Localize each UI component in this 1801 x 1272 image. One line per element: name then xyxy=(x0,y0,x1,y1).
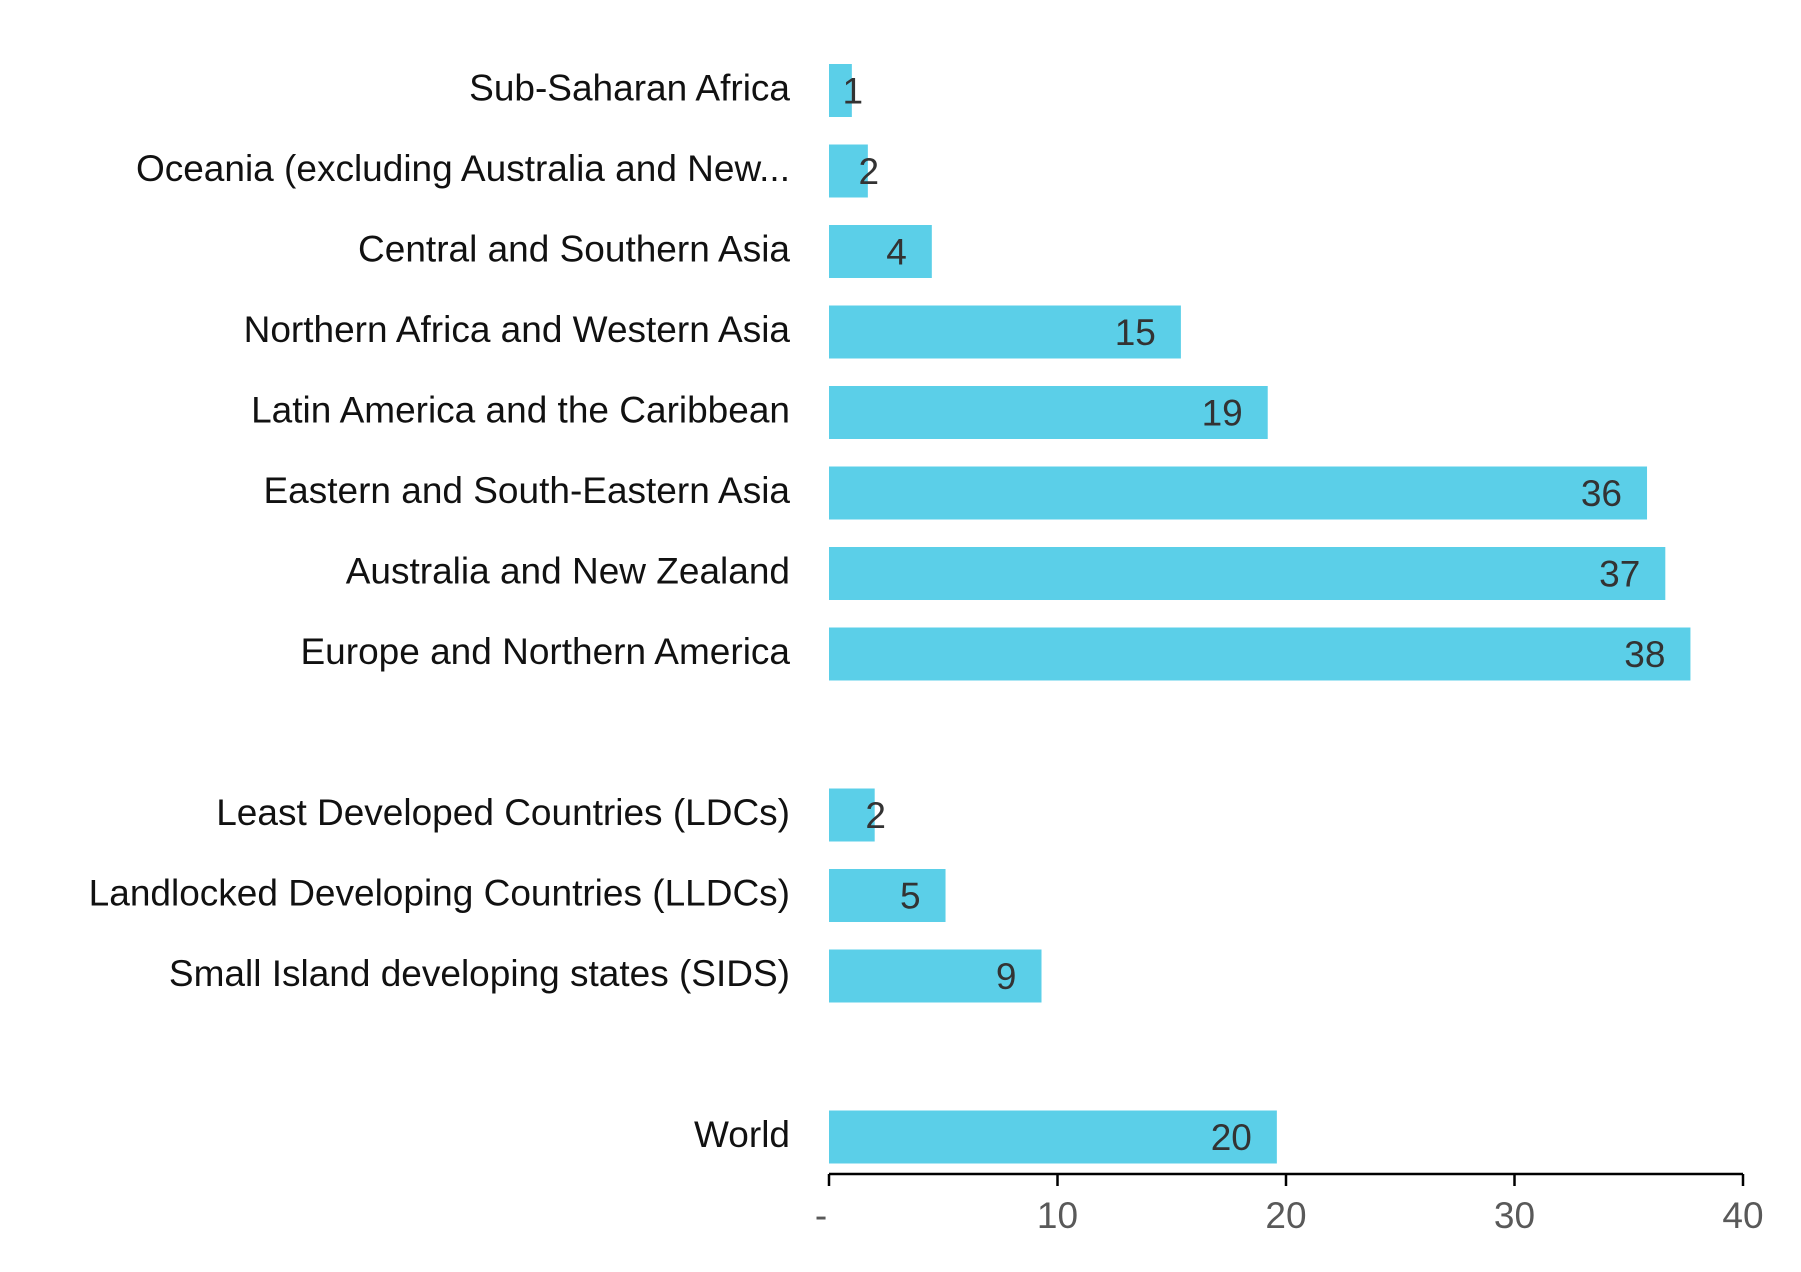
data-label: 15 xyxy=(1115,312,1156,353)
bar xyxy=(829,466,1648,520)
category-label: Eastern and South-Eastern Asia xyxy=(263,470,790,511)
bar xyxy=(829,1110,1277,1164)
bar xyxy=(829,225,932,278)
bar xyxy=(829,386,1268,439)
category-label: Latin America and the Caribbean xyxy=(251,389,790,430)
bar xyxy=(829,305,1181,359)
data-label: 5 xyxy=(900,875,921,916)
bar xyxy=(829,144,868,198)
data-label: 37 xyxy=(1599,553,1640,594)
x-tick-label: 10 xyxy=(1037,1195,1078,1236)
data-label: 9 xyxy=(996,956,1017,997)
category-label: Northern Africa and Western Asia xyxy=(244,309,791,350)
category-label: Oceania (excluding Australia and New... xyxy=(136,148,790,189)
category-label: Australia and New Zealand xyxy=(346,550,790,591)
labels-layer: Sub-Saharan Africa 1 Oceania (excluding Au… xyxy=(89,67,1666,1158)
x-tick-label: - xyxy=(815,1195,827,1236)
category-label: World xyxy=(694,1114,790,1155)
bar xyxy=(829,547,1666,600)
bar xyxy=(829,64,852,117)
x-axis: - 10 20 30 40 xyxy=(815,1172,1764,1236)
x-tick-label: 40 xyxy=(1722,1195,1763,1236)
category-label: Europe and Northern America xyxy=(301,631,791,672)
bars-layer xyxy=(829,64,1691,1164)
data-label: 20 xyxy=(1211,1117,1252,1158)
bar xyxy=(829,949,1042,1003)
bar xyxy=(829,869,946,922)
data-label: 2 xyxy=(865,795,886,836)
data-label: 19 xyxy=(1202,392,1243,433)
data-label: 1 xyxy=(843,70,864,111)
data-label: 4 xyxy=(886,231,907,272)
category-label: Small Island developing states (SIDS) xyxy=(169,953,790,994)
data-label: 36 xyxy=(1581,473,1622,514)
data-label: 2 xyxy=(859,151,880,192)
bar xyxy=(829,788,875,842)
category-label: Least Developed Countries (LDCs) xyxy=(216,792,790,833)
category-label: Sub-Saharan Africa xyxy=(469,67,790,108)
x-tick-label: 30 xyxy=(1494,1195,1535,1236)
bar xyxy=(829,627,1691,681)
x-tick-label: 20 xyxy=(1265,1195,1306,1236)
data-label: 38 xyxy=(1624,634,1665,675)
category-label: Central and Southern Asia xyxy=(358,228,790,269)
category-label: Landlocked Developing Countries (LLDCs) xyxy=(89,872,790,913)
